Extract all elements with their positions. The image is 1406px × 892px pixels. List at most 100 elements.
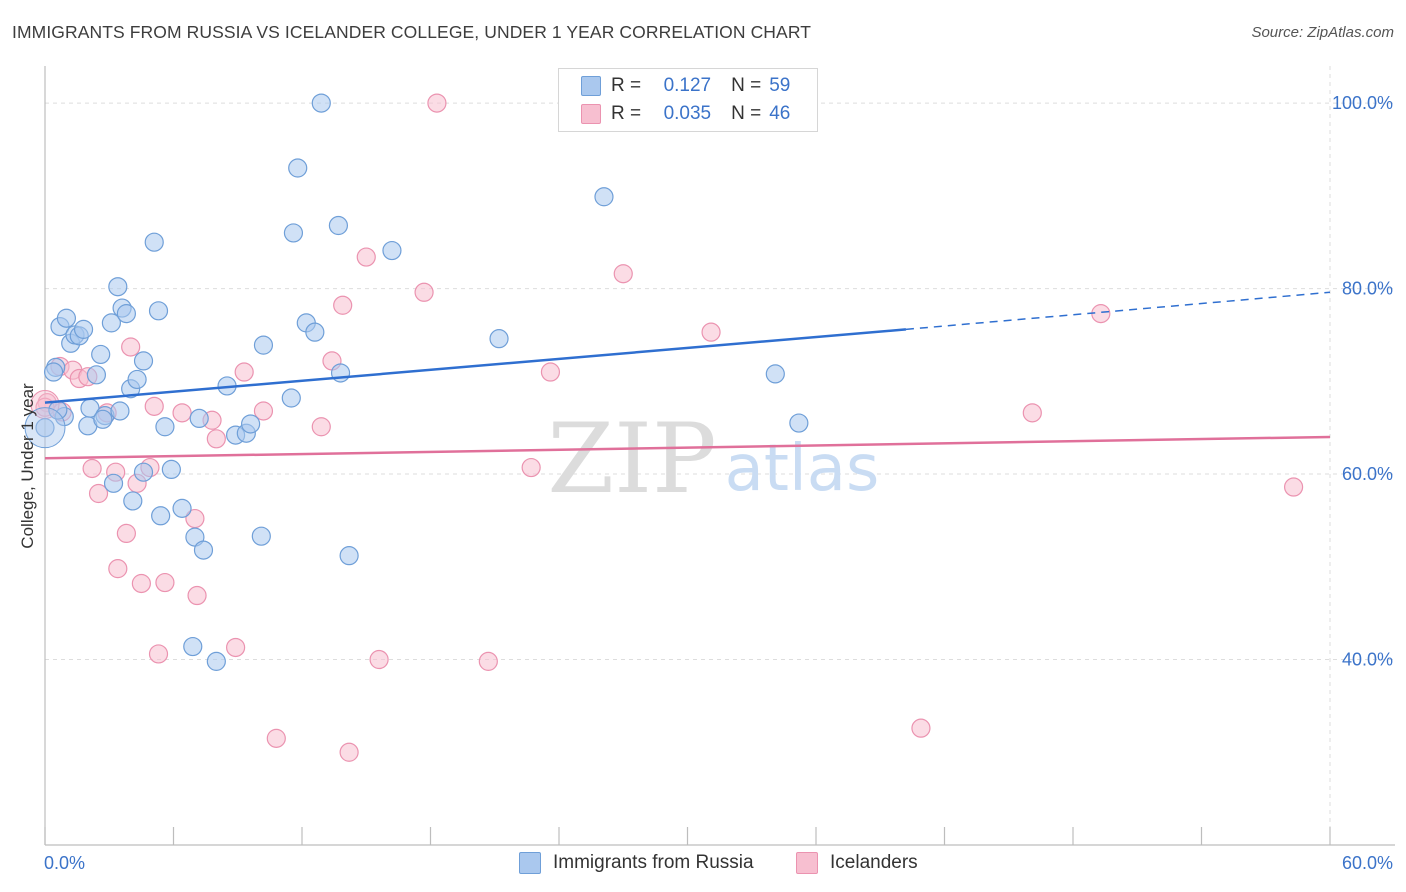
icelanders-point xyxy=(1283,477,1304,497)
legend-row-icelanders: R = 0.035 N = 46 xyxy=(581,102,791,126)
russia-point xyxy=(116,304,136,324)
watermark-zip: ZIP xyxy=(547,403,716,515)
legend-item-russia[interactable]: Immigrants from Russia xyxy=(519,852,754,874)
russia-point xyxy=(489,329,509,349)
legend-swatch-pink xyxy=(796,852,818,874)
russia-point xyxy=(56,308,77,328)
russia-point xyxy=(151,506,171,526)
russia-point xyxy=(133,351,154,371)
y-tick-label: 80.0% xyxy=(1342,279,1393,299)
y-axis-label: College, Under 1 year xyxy=(18,383,37,549)
icelanders-point xyxy=(427,93,447,113)
russia-point xyxy=(161,459,181,480)
chart-title: IMMIGRANTS FROM RUSSIA VS ICELANDER COLL… xyxy=(12,22,812,42)
icelanders-point xyxy=(369,649,389,670)
legend-n-value: 59 xyxy=(769,75,791,96)
icelanders-point xyxy=(82,458,102,479)
watermark: ZIP atlas xyxy=(547,403,879,515)
legend-row-russia: R = 0.127 N = 59 xyxy=(581,74,791,98)
y-tick-label: 40.0% xyxy=(1342,650,1393,670)
russia-point xyxy=(148,301,169,321)
russia-trend-extension xyxy=(905,291,1331,331)
legend-item-icelanders[interactable]: Icelanders xyxy=(796,852,918,874)
legend-label-russia: Immigrants from Russia xyxy=(553,852,754,873)
icelanders-point xyxy=(478,651,498,671)
russia-points xyxy=(24,93,809,671)
x-tick-labels: 0.0% 60.0% xyxy=(44,853,1393,873)
icelanders-point xyxy=(155,572,175,593)
icelanders-point xyxy=(333,295,353,315)
russia-point xyxy=(144,232,164,252)
icelanders-point xyxy=(144,396,164,416)
legend-swatch-blue xyxy=(581,76,601,96)
russia-point xyxy=(382,240,402,261)
russia-point-large xyxy=(24,407,66,449)
y-tick-labels: 40.0% 60.0% 80.0% 100.0% xyxy=(1332,93,1393,669)
russia-point xyxy=(765,364,785,384)
russia-point xyxy=(283,223,304,243)
correlation-legend: R = 0.127 N = 59 R = 0.035 N = 46 xyxy=(558,68,818,132)
icelanders-point xyxy=(540,362,561,382)
russia-point xyxy=(73,319,94,339)
icelanders-point xyxy=(356,247,376,267)
russia-point xyxy=(127,369,147,390)
icelanders-point xyxy=(1022,403,1042,423)
watermark-atlas: atlas xyxy=(725,432,880,506)
russia-point xyxy=(281,388,301,408)
legend-n-value: 46 xyxy=(769,103,791,124)
y-tick-label: 60.0% xyxy=(1342,464,1393,484)
icelanders-point xyxy=(253,401,274,421)
legend-swatch-pink xyxy=(581,104,601,124)
russia-point xyxy=(241,414,261,434)
russia-point xyxy=(35,418,55,438)
russia-point xyxy=(288,158,308,178)
icelanders-point xyxy=(234,362,254,382)
icelanders-point xyxy=(172,403,192,423)
russia-point xyxy=(789,413,809,433)
axes xyxy=(44,66,1395,846)
legend-n-label: N = xyxy=(731,103,762,124)
russia-point xyxy=(193,540,214,560)
russia-point xyxy=(101,313,121,333)
icelanders-point xyxy=(521,457,541,478)
russia-point xyxy=(91,344,111,365)
russia-point xyxy=(183,636,203,657)
icelanders-trend-line xyxy=(44,435,1331,460)
icelanders-point xyxy=(613,264,633,284)
trend-lines xyxy=(44,291,1331,460)
icelanders-point xyxy=(911,718,931,738)
source-credit: Source: ZipAtlas.com xyxy=(1251,24,1394,41)
y-tick-label: 100.0% xyxy=(1332,93,1393,113)
icelanders-point xyxy=(226,637,246,658)
x-tick-label-min: 0.0% xyxy=(44,853,85,873)
russia-point xyxy=(305,322,325,342)
russia-point xyxy=(311,93,331,113)
icelanders-point xyxy=(88,483,109,504)
russia-point xyxy=(206,651,226,671)
icelanders-point xyxy=(311,417,331,437)
icelanders-point xyxy=(206,429,226,449)
russia-point xyxy=(103,473,124,493)
legend-swatch-blue xyxy=(519,852,541,874)
icelanders-point xyxy=(116,523,136,544)
russia-point xyxy=(189,408,209,429)
icelanders-point xyxy=(414,282,434,302)
icelanders-point xyxy=(701,322,721,342)
russia-point xyxy=(339,546,359,566)
russia-trend-line xyxy=(44,328,907,404)
series-legend: Immigrants from Russia Icelanders xyxy=(0,852,1406,876)
russia-point xyxy=(108,277,128,297)
russia-point xyxy=(251,526,271,546)
russia-point xyxy=(43,362,64,382)
russia-point xyxy=(110,401,130,421)
icelanders-point xyxy=(339,742,359,762)
russia-point xyxy=(86,365,107,385)
russia-point xyxy=(155,417,175,437)
icelanders-point xyxy=(187,585,207,606)
icelanders-point xyxy=(131,573,151,594)
legend-label-icelanders: Icelanders xyxy=(830,852,918,873)
icelanders-point xyxy=(266,728,286,748)
russia-point xyxy=(253,335,274,355)
icelanders-point xyxy=(108,559,128,579)
